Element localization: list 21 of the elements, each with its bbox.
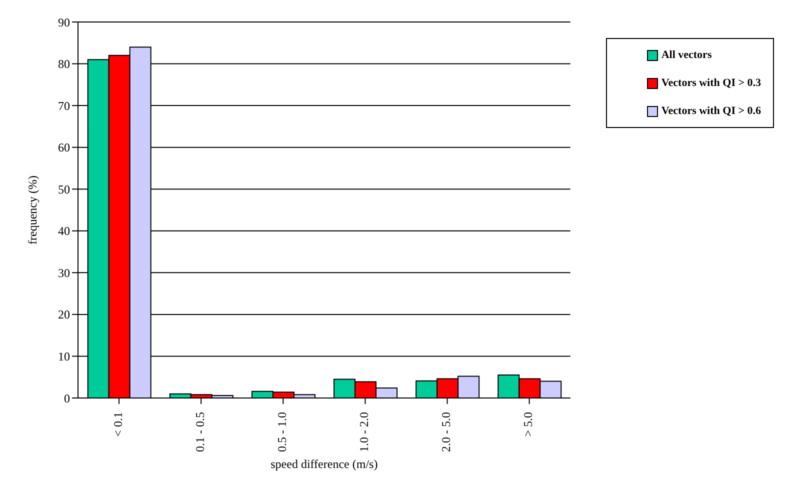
x-tick-label: 2.0 - 5.0	[438, 412, 453, 452]
x-axis-title: speed difference (m/s)	[270, 457, 378, 471]
y-tick-label: 40	[58, 224, 70, 238]
x-tick-label: 0.5 - 1.0	[274, 412, 289, 452]
y-tick-label: 80	[58, 57, 70, 72]
y-tick-label: 90	[58, 15, 70, 30]
x-tick-label: 1.0 - 2.0	[356, 412, 371, 452]
legend-label: All vectors	[661, 49, 712, 61]
y-tick-label: 20	[58, 308, 70, 322]
x-tick-label: 0.1 - 0.5	[192, 412, 207, 452]
y-axis-title: frequency (%)	[25, 176, 40, 244]
y-tick-label: 60	[58, 140, 70, 155]
y-tick-label: 0	[64, 391, 70, 406]
legend-label: Vectors with QI > 0.3	[661, 77, 761, 89]
y-tick-label: 70	[58, 98, 70, 113]
x-tick-label: > 5.0	[521, 412, 536, 437]
y-tick-label: 10	[58, 349, 70, 364]
y-tick-label: 50	[58, 182, 70, 196]
y-tick-label: 30	[58, 266, 70, 280]
legend-label: Vectors with QI > 0.6	[661, 105, 761, 117]
x-tick-label: < 0.1	[110, 412, 125, 437]
